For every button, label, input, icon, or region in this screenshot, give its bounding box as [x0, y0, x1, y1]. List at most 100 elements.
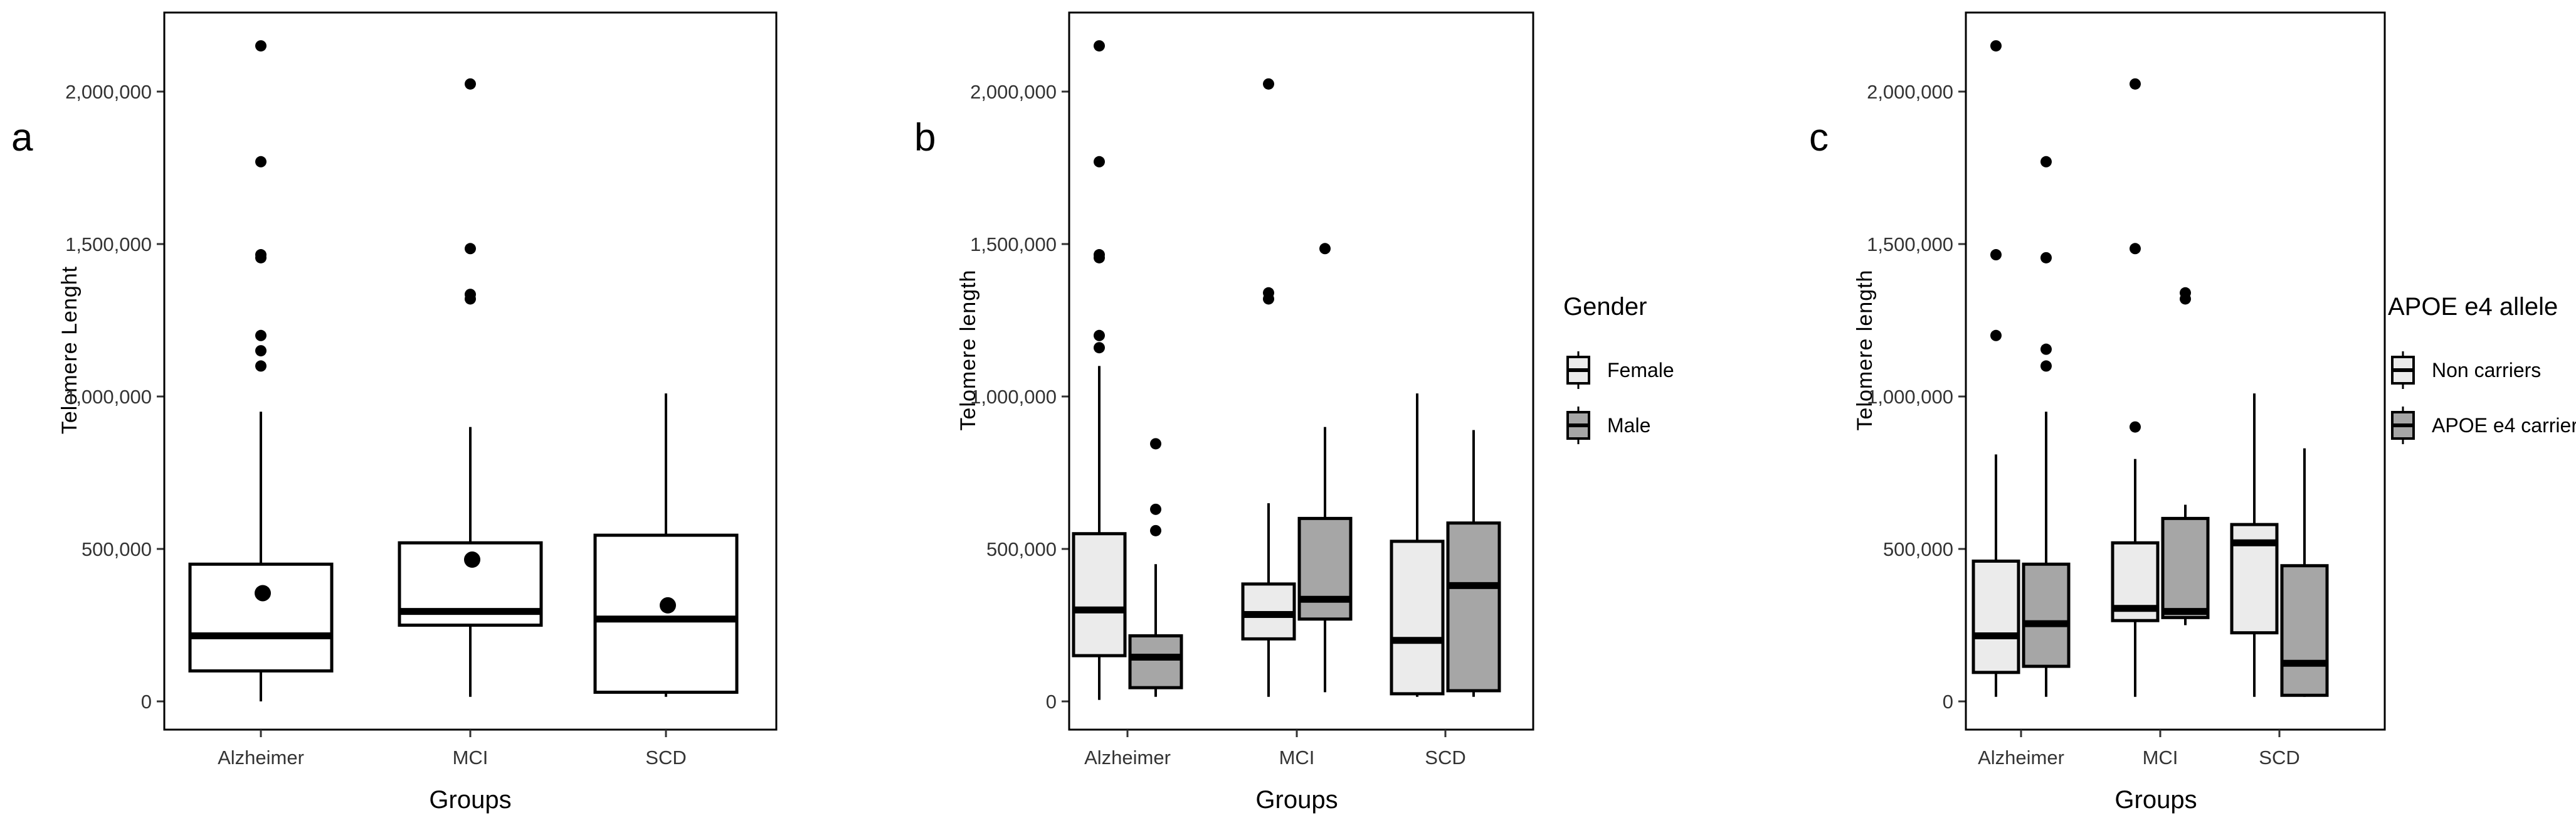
panel-b-x-axis-title: Groups	[1255, 786, 1338, 814]
panel-a-plot-area	[188, 40, 739, 701]
box-apoe-e4-carriers-alzheimer	[2022, 156, 2071, 697]
x-tick-label: Alzheimer	[1978, 747, 2064, 769]
box-iqr	[2161, 516, 2210, 619]
box-all-scd	[593, 393, 739, 697]
panel-b-legend: Gender Female Male	[1563, 293, 1674, 444]
outlier-point	[1263, 78, 1274, 90]
outlier-point	[1094, 342, 1105, 354]
x-tick-label: MCI	[453, 747, 488, 769]
mean-point	[464, 551, 480, 568]
panel-c-y-axis-title: Telomere length	[1853, 270, 1877, 431]
outlier-point	[2130, 78, 2141, 90]
panel-c-letter: c	[1809, 116, 1829, 159]
y-tick-label: 1,500,000	[65, 233, 152, 255]
panel-b-y-ticks: 0 500,000 1,000,000 1,500,000 2,000,000	[970, 81, 1069, 713]
legend-label: APOE e4 carriers	[2432, 414, 2576, 437]
outlier-point	[465, 289, 476, 301]
box-male-mci	[1297, 243, 1353, 693]
panel-c-plot-area	[1972, 40, 2329, 697]
mean-point	[660, 597, 676, 614]
box-male-scd	[1446, 430, 1501, 697]
legend-label: Female	[1607, 359, 1674, 381]
box-iqr	[1072, 532, 1127, 657]
mean-point	[255, 585, 271, 602]
y-tick-label: 0	[1943, 691, 1953, 713]
outlier-point	[465, 78, 476, 90]
legend-key-apoe-e4-carriers: APOE e4 carriers	[2391, 407, 2576, 444]
legend-key-non-carriers: Non carriers	[2391, 351, 2541, 389]
box-iqr	[1297, 516, 1353, 621]
box-iqr	[2022, 562, 2071, 668]
outlier-point	[255, 40, 267, 52]
x-tick-label: SCD	[645, 747, 686, 769]
y-tick-label: 1,500,000	[1867, 233, 1953, 255]
outlier-point	[1319, 243, 1331, 255]
y-tick-label: 1,000,000	[970, 386, 1057, 408]
panel-a-y-ticks: 0 500,000 1,000,000 1,500,000 2,000,000	[65, 81, 164, 713]
panel-b: b Telomere length 0 500,000 1,000,000 1,500…	[914, 11, 1674, 814]
panel-c-legend: APOE e4 allele Non carriers APOE e4 carri…	[2388, 293, 2576, 444]
outlier-point	[2040, 360, 2052, 372]
box-female-alzheimer	[1072, 40, 1127, 700]
y-tick-label: 1,500,000	[970, 233, 1057, 255]
box-non-carriers-mci	[2111, 78, 2160, 697]
y-tick-label: 1,000,000	[65, 386, 152, 408]
box-male-alzheimer	[1128, 438, 1183, 697]
box-apoe-e4-carriers-scd	[2280, 448, 2329, 697]
legend-label: Male	[1607, 414, 1650, 437]
box-iqr	[1390, 540, 1445, 696]
outlier-point	[1990, 329, 2002, 341]
panel-c-y-ticks: 0 500,000 1,000,000 1,500,000 2,000,000	[1867, 81, 1966, 713]
outlier-point	[255, 156, 267, 168]
outlier-point	[255, 249, 267, 261]
outlier-point	[1150, 438, 1161, 450]
x-tick-label: SCD	[1425, 747, 1465, 769]
panel-a-x-axis-title: Groups	[429, 786, 511, 814]
panel-b-legend-keys: Female Male	[1566, 351, 1674, 444]
outlier-point	[465, 243, 476, 255]
x-tick-label: MCI	[1279, 747, 1315, 769]
legend-label: Non carriers	[2432, 359, 2541, 381]
legend-key-male: Male	[1566, 407, 1650, 444]
y-tick-label: 500,000	[82, 538, 152, 560]
outlier-point	[1094, 249, 1105, 261]
panel-c-legend-title: APOE e4 allele	[2388, 293, 2558, 321]
box-all-mci	[398, 78, 543, 697]
y-tick-label: 500,000	[1883, 538, 1953, 560]
y-tick-label: 2,000,000	[970, 81, 1057, 103]
outlier-point	[255, 345, 267, 357]
x-tick-label: Alzheimer	[218, 747, 304, 769]
panel-b-letter: b	[914, 116, 936, 159]
y-tick-label: 0	[141, 691, 152, 713]
box-iqr	[2280, 564, 2329, 697]
x-tick-label: Alzheimer	[1084, 747, 1171, 769]
panel-c-legend-keys: Non carriers APOE e4 carriers	[2391, 351, 2576, 444]
outlier-point	[255, 360, 267, 372]
y-tick-label: 500,000	[986, 538, 1057, 560]
box-iqr	[593, 533, 739, 694]
outlier-point	[2040, 252, 2052, 263]
box-iqr	[1128, 634, 1183, 689]
box-apoe-e4-carriers-mci	[2161, 287, 2210, 625]
x-tick-label: MCI	[2143, 747, 2178, 769]
panel-c: c Telomere length 0 500,000 1,000,000 1,500…	[1809, 11, 2576, 814]
panel-a-y-axis-title: Telomere Lenght	[58, 266, 82, 434]
box-female-scd	[1390, 393, 1445, 697]
panel-a: a Telomere Lenght 0 500,000 1,000,000 1,500…	[11, 11, 778, 814]
box-iqr	[1446, 521, 1501, 693]
y-tick-label: 1,000,000	[1867, 386, 1953, 408]
panel-c-x-ticks: Alzheimer MCI SCD	[1978, 730, 2300, 769]
outlier-point	[1150, 524, 1161, 536]
panel-b-plot-area	[1072, 40, 1501, 700]
box-non-carriers-scd	[2230, 393, 2279, 697]
box-female-mci	[1241, 78, 1296, 697]
box-iqr	[1972, 559, 2020, 674]
panel-b-legend-title: Gender	[1563, 293, 1647, 321]
panel-b-y-axis-title: Telomere length	[956, 270, 980, 431]
panel-c-x-axis-title: Groups	[2114, 786, 2197, 814]
y-tick-label: 0	[1046, 691, 1057, 713]
outlier-point	[2040, 343, 2052, 355]
legend-key-female: Female	[1566, 351, 1674, 389]
box-all-alzheimer	[188, 40, 334, 701]
